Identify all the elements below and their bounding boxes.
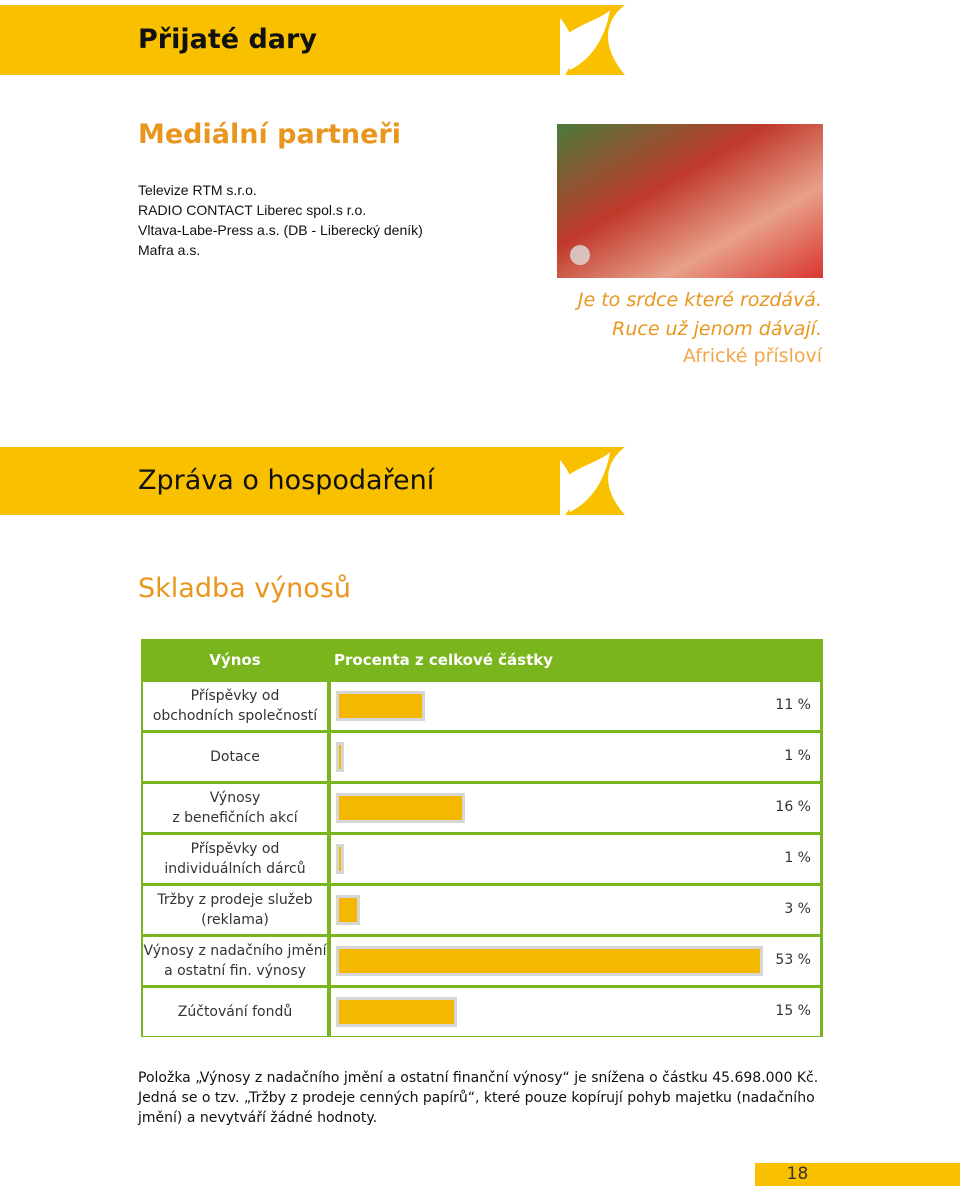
bar — [336, 946, 763, 976]
bar — [336, 997, 457, 1027]
row-label: Zúčtování fondů — [143, 988, 327, 1036]
bar-cell — [331, 733, 820, 781]
quote: Je to srdce které rozdává. Ruce už jenom … — [422, 286, 822, 344]
percent-label: 15 % — [775, 1003, 811, 1019]
bar-cell — [331, 835, 820, 883]
row-label: Příspěvky od obchodních společností — [143, 682, 327, 730]
partner: Televize RTM s.r.o. — [138, 182, 257, 198]
percent-label: 11 % — [775, 697, 811, 713]
revenue-table: Výnos Procenta z celkové částky Příspěvk… — [141, 639, 823, 1037]
percent-label: 1 % — [784, 850, 811, 866]
percent-label: 3 % — [784, 901, 811, 917]
row-label: Dotace — [143, 733, 327, 781]
partner: Mafra a.s. — [138, 242, 201, 258]
bar — [336, 691, 425, 721]
quote-line: Ruce už jenom dávají. — [612, 318, 822, 340]
quote-source: Africké přísloví — [682, 345, 822, 367]
quote-line: Je to srdce které rozdává. — [577, 289, 822, 311]
percent-label: 1 % — [784, 748, 811, 764]
bar — [336, 742, 345, 772]
bar-cell — [331, 886, 820, 934]
bar — [336, 895, 361, 925]
partner: Vltava-Labe-Press a.s. (DB - Liberecký d… — [138, 222, 423, 238]
page-number-box: 18 — [755, 1163, 960, 1186]
percent-label: 16 % — [775, 799, 811, 815]
banners — [0, 5, 823, 515]
footnote: Položka „Výnosy z nadačního jmění a osta… — [138, 1070, 819, 1126]
report-subtitle: Skladba výnosů — [138, 573, 351, 604]
row-label: Výnosy z benefičních akcí — [143, 784, 327, 832]
header-cell: Výnos — [209, 651, 261, 669]
bar — [336, 793, 465, 823]
row-label: Tržby z prodeje služeb (reklama) — [143, 886, 327, 934]
partner: RADIO CONTACT Liberec spol.s r.o. — [138, 202, 367, 218]
page-title: Přijaté dary — [138, 24, 317, 55]
partner-list: Televize RTM s.r.o. RADIO CONTACT Liberec… — [138, 180, 423, 260]
section-title: Mediální partneři — [138, 119, 401, 150]
page-number: 18 — [786, 1164, 809, 1184]
bar — [336, 844, 345, 874]
percent-label: 53 % — [775, 952, 811, 968]
row-label: Příspěvky od individuálních dárců — [143, 835, 327, 883]
report-title: Zpráva o hospodaření — [138, 465, 435, 496]
row-label: Výnosy z nadačního jmění a ostatní fin. … — [143, 937, 327, 985]
header-cell: Procenta z celkové částky — [334, 651, 554, 669]
